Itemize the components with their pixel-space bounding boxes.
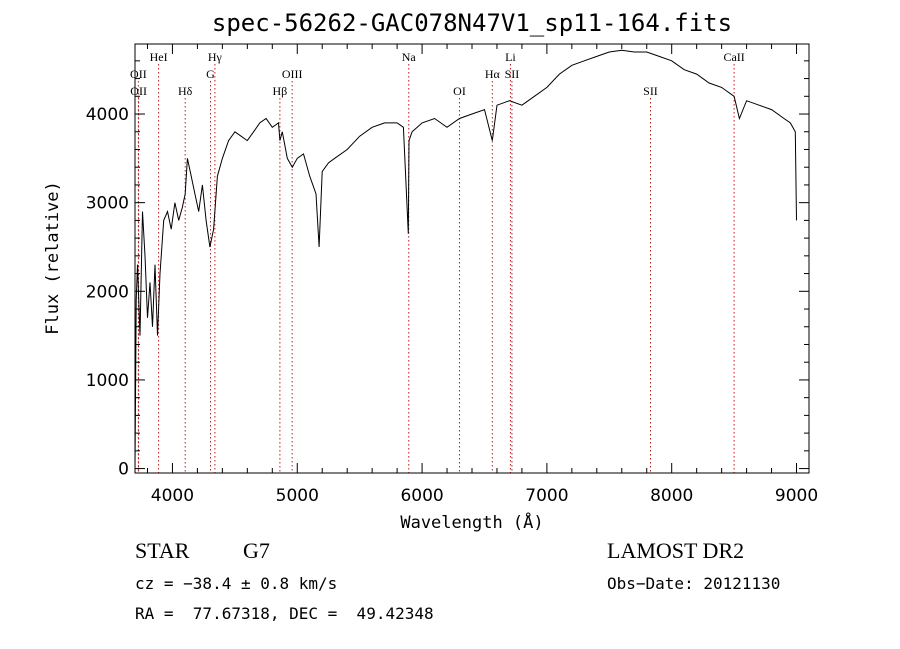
y-tick-label: 1000	[86, 371, 129, 391]
x-tick-label: 4000	[151, 486, 194, 506]
x-tick-label: 5000	[276, 486, 319, 506]
spectrum-line	[134, 49, 797, 469]
object-subclass: G7	[243, 538, 270, 563]
line-marker-label: Hδ	[178, 84, 193, 98]
spectrum-series	[134, 49, 797, 469]
plot-frame	[134, 43, 810, 474]
x-tick-label: 6000	[400, 486, 443, 506]
survey-name: LAMOST DR2	[607, 538, 745, 563]
line-marker-label: Na	[402, 50, 417, 64]
y-axis-ticks: 0 1000 2000 3000 4000	[86, 60, 809, 480]
x-tick-label: 7000	[525, 486, 568, 506]
y-tick-label: 0	[118, 460, 129, 480]
line-marker-label: SII	[505, 67, 520, 81]
line-marker-label: Hα	[485, 67, 501, 81]
x-axis-label: Wavelength (Å)	[400, 511, 543, 533]
coordinates: RA = 77.67318, DEC = 49.42348	[135, 604, 434, 623]
y-tick-label: 3000	[86, 194, 129, 214]
x-tick-label: 9000	[775, 486, 818, 506]
line-marker-label: Hβ	[273, 84, 288, 98]
line-marker-label: Hγ	[208, 50, 223, 64]
redshift-velocity: cz = −38.4 ± 0.8 km/s	[135, 574, 338, 593]
y-tick-label: 4000	[86, 105, 129, 125]
y-tick-label: 2000	[86, 282, 129, 302]
line-marker-label: OIII	[282, 67, 303, 81]
observation-date: Obs−Date: 20121130	[607, 574, 781, 593]
line-marker-label: G	[206, 67, 215, 81]
line-marker-label: Li	[505, 50, 516, 64]
object-class: STAR	[135, 538, 190, 563]
line-marker-label: CaII	[723, 50, 744, 64]
y-axis-label: Flux (relative)	[43, 181, 63, 335]
x-tick-label: 8000	[650, 486, 693, 506]
line-marker-label: OII	[130, 84, 147, 98]
line-marker-label: SII	[643, 84, 658, 98]
line-marker-label: OII	[130, 67, 147, 81]
line-marker-label: OI	[453, 84, 466, 98]
chart-title: spec-56262-GAC078N47V1_sp11-164.fits	[212, 9, 732, 37]
x-axis-ticks: 4000 5000 6000 7000 8000 9000	[146, 44, 818, 506]
line-marker-label: HeI	[150, 50, 168, 64]
